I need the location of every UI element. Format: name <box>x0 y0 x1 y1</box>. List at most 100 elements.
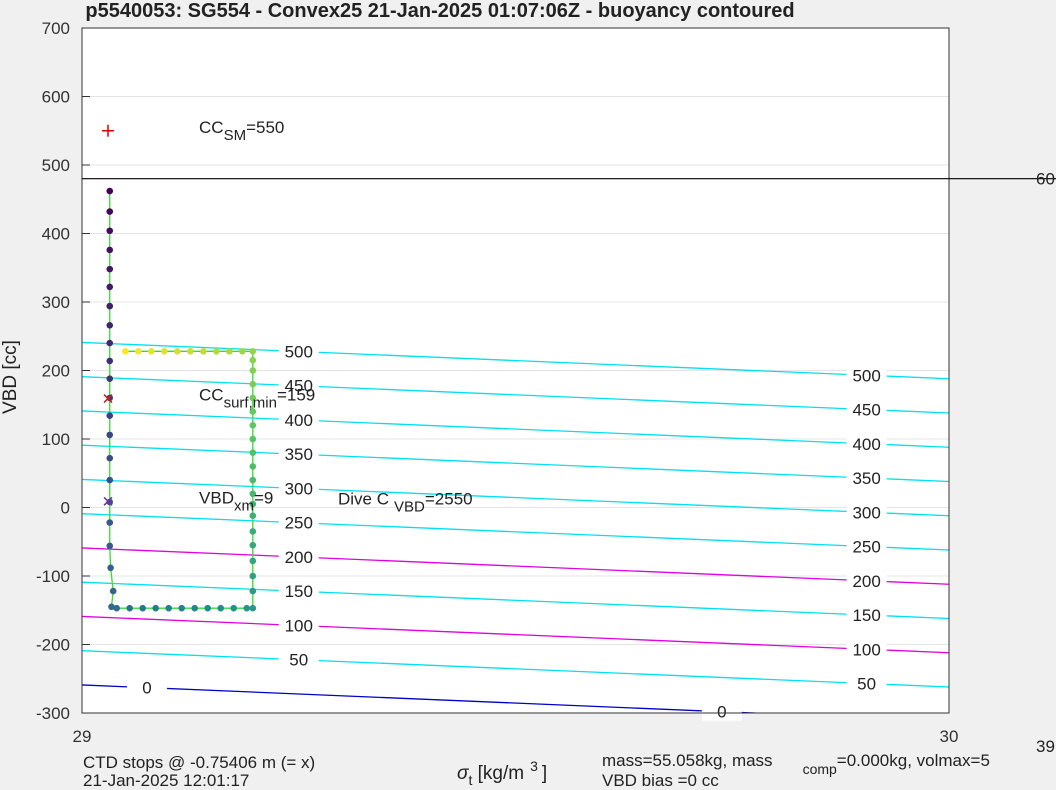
footer-date: 21-Jan-2025 12:01:17 <box>83 771 249 790</box>
contour-label-bg <box>846 606 887 625</box>
contour-line <box>82 513 949 551</box>
contour-line <box>82 410 949 448</box>
y-tick-label: -200 <box>36 636 70 655</box>
y-tick-label: -100 <box>36 567 70 586</box>
y-tick-label: 300 <box>42 293 70 312</box>
dive-point <box>249 394 257 402</box>
dive-point <box>249 604 257 612</box>
contour-label: 400 <box>852 435 880 454</box>
y-tick-label: 400 <box>42 225 70 244</box>
dive-point <box>249 476 257 484</box>
x-label-sub: t <box>468 772 472 788</box>
contour-label: 450 <box>852 401 880 420</box>
dive-point <box>249 367 257 374</box>
marker <box>103 496 113 506</box>
contour-line <box>82 650 949 688</box>
dive-point <box>113 604 120 612</box>
contour-label: 400 <box>285 411 313 430</box>
annotation-sub: surf,min <box>224 395 277 412</box>
contour-label-bg <box>278 342 319 361</box>
footer-mass-end: =0.000kg, volmax=5 <box>837 751 990 770</box>
dive-point <box>249 572 257 580</box>
dive-point <box>106 375 114 383</box>
dive-point <box>106 302 114 310</box>
y-tick-label: 700 <box>42 19 70 38</box>
dive-point <box>126 604 133 612</box>
contour-label-bg <box>846 366 887 385</box>
reference-label: 60 <box>1036 170 1055 189</box>
contour-line <box>82 341 949 380</box>
x-label-symbol: σ <box>457 763 470 784</box>
dive-point <box>249 463 257 470</box>
dive-point <box>161 348 168 355</box>
contour-label: 100 <box>285 616 313 635</box>
axes-box <box>81 27 950 714</box>
dive-point <box>106 227 114 235</box>
contour-label: 450 <box>285 377 313 396</box>
dive-point <box>226 348 233 355</box>
dive-point <box>239 348 246 355</box>
contour-label-bg <box>278 582 319 601</box>
footer-mass-text: mass=55.058kg, mass <box>602 751 773 770</box>
contour-line <box>82 444 949 483</box>
y-tick-label: -300 <box>36 704 70 723</box>
dive-point <box>249 422 257 429</box>
contour-label-bg <box>846 674 887 693</box>
y-tick-label: 200 <box>42 362 70 381</box>
dive-point <box>249 587 257 595</box>
annotation-value: =9 <box>254 488 273 507</box>
dive-point <box>213 348 220 355</box>
dive-point <box>217 604 225 612</box>
dive-point <box>249 528 257 535</box>
dive-point <box>249 512 257 520</box>
annotation-base: CC <box>199 118 224 137</box>
dive-point <box>106 321 114 329</box>
x-axis-label: σt [kg/m 3] <box>457 758 547 788</box>
dive-point <box>174 348 181 355</box>
annotation-sub: xm <box>234 497 254 514</box>
dive-point <box>249 557 257 565</box>
dive-point <box>106 208 114 215</box>
contour-label: 250 <box>285 514 313 533</box>
dive-point <box>106 476 114 484</box>
contour-label: 250 <box>852 538 880 557</box>
dive-point <box>249 380 257 388</box>
dive-point <box>249 348 257 355</box>
dive-point <box>178 604 186 612</box>
dive-point <box>249 408 257 415</box>
dive-point <box>152 604 159 612</box>
contour-label-bg <box>846 400 887 419</box>
marker <box>103 394 113 404</box>
contour-label-bg <box>278 650 319 669</box>
marker-annotation: VBDxm=9 <box>199 488 273 514</box>
contour-label-bg <box>278 445 319 464</box>
contour-label: 500 <box>852 366 880 385</box>
dive-point <box>106 412 114 420</box>
y-tick-label: 600 <box>42 88 70 107</box>
x-tick-label: 30 <box>940 727 959 746</box>
dive-point <box>249 356 257 364</box>
contour-label: 300 <box>285 479 313 498</box>
contour-label-bg <box>846 434 887 453</box>
dive-point <box>106 454 114 462</box>
contour-label-bg <box>701 702 742 721</box>
dive-point <box>108 603 115 611</box>
contour-label-bg <box>127 678 168 697</box>
dive-point <box>109 587 117 595</box>
contour-line <box>82 581 949 620</box>
contour-label: 0 <box>717 703 726 722</box>
contour-line <box>82 376 949 414</box>
x-label-main: [kg/m <box>472 763 524 784</box>
dive-point <box>106 187 114 195</box>
dive-point <box>249 541 257 549</box>
dive-point <box>204 604 212 612</box>
dive-point <box>106 431 114 439</box>
contour-line <box>82 478 949 517</box>
contour-label: 50 <box>289 651 308 670</box>
contour-label: 350 <box>852 469 880 488</box>
dive-point <box>187 348 194 355</box>
contour-label: 0 <box>142 679 151 698</box>
contour-label-bg <box>846 571 887 590</box>
annotation-value: =159 <box>277 386 315 405</box>
